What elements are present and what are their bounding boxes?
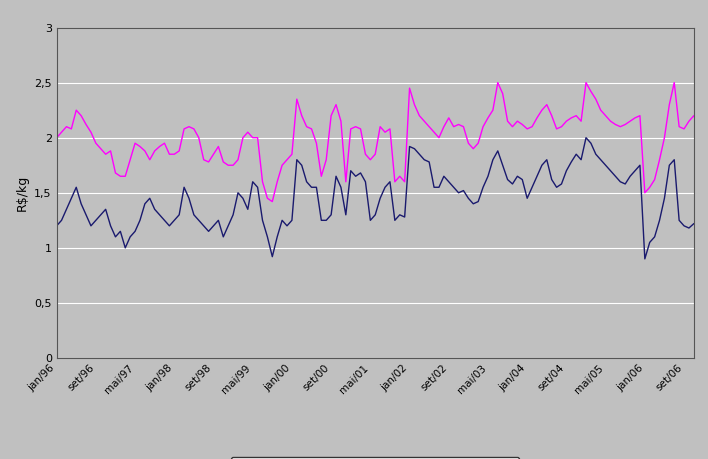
Frango resfriado: [131, 140, 139, 146]
Frango vivo: [567, 159, 576, 165]
Line: Frango resfriado: Frango resfriado: [57, 83, 699, 202]
Legend: Frango vivo, Frango resfriado: Frango vivo, Frango resfriado: [231, 457, 520, 459]
Frango resfriado: [695, 124, 703, 129]
Frango vivo: [52, 223, 61, 229]
Line: Frango vivo: Frango vivo: [57, 138, 699, 259]
Frango vivo: [641, 256, 649, 262]
Frango resfriado: [493, 80, 502, 85]
Frango resfriado: [249, 135, 257, 140]
Frango resfriado: [268, 199, 277, 204]
Frango resfriado: [577, 118, 586, 124]
Frango vivo: [106, 223, 115, 229]
Frango vivo: [268, 254, 277, 259]
Frango vivo: [131, 229, 139, 234]
Frango resfriado: [52, 135, 61, 140]
Frango resfriado: [273, 179, 282, 185]
Frango vivo: [695, 223, 703, 229]
Frango resfriado: [582, 80, 590, 85]
Frango vivo: [582, 135, 590, 140]
Frango vivo: [249, 179, 257, 185]
Frango vivo: [572, 151, 581, 157]
Y-axis label: R$/kg: R$/kg: [16, 175, 28, 211]
Frango resfriado: [106, 148, 115, 154]
